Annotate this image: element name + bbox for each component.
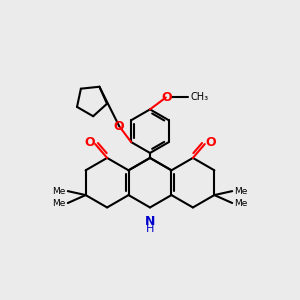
Text: Me: Me (52, 199, 66, 208)
Text: Me: Me (234, 199, 248, 208)
Text: Me: Me (234, 187, 248, 196)
Text: Me: Me (52, 187, 66, 196)
Text: CH₃: CH₃ (190, 92, 209, 103)
Text: O: O (161, 91, 172, 104)
Text: O: O (206, 136, 216, 148)
Text: O: O (113, 120, 124, 133)
Text: H: H (146, 224, 154, 234)
Text: O: O (84, 136, 94, 148)
Text: N: N (145, 215, 155, 228)
